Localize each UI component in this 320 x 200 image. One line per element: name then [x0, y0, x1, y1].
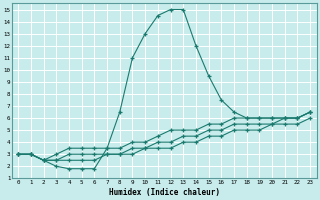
- X-axis label: Humidex (Indice chaleur): Humidex (Indice chaleur): [109, 188, 220, 197]
